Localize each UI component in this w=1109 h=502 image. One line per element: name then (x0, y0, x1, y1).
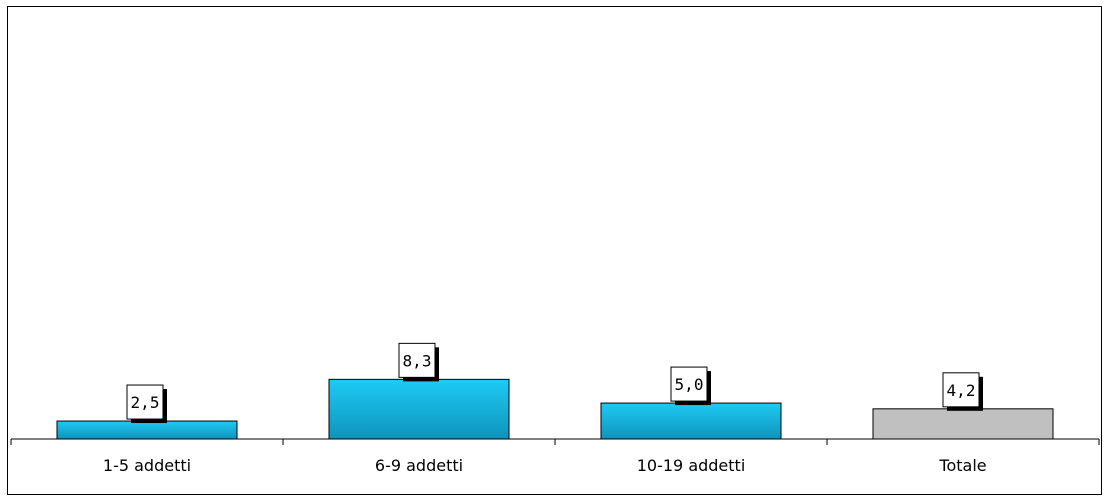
data-label: 8,3 (403, 351, 432, 370)
data-label-box (398, 342, 436, 378)
data-labels: 2,5 8,3 5,0 4,2 (126, 342, 983, 424)
data-label-box (126, 384, 164, 420)
data-label: 4,2 (947, 381, 976, 400)
data-label-box (670, 366, 708, 402)
data-label: 2,5 (131, 393, 160, 412)
bar-2 (328, 378, 510, 440)
x-tick-label: 6-9 addetti (375, 456, 463, 475)
x-axis (10, 438, 1100, 445)
chart-frame: 2,5 8,3 5,0 4,2 1-5 addetti 6-9 addetti 10-19… (7, 6, 1102, 495)
data-label-box (942, 372, 980, 408)
x-tick-label: 1-5 addetti (103, 456, 191, 475)
bar-chart: 2,5 8,3 5,0 4,2 1-5 addetti 6-9 addetti 10-19… (10, 342, 1100, 475)
x-tick-labels: 1-5 addetti 6-9 addetti 10-19 addetti Total… (103, 456, 987, 475)
bar-4 (872, 408, 1054, 440)
x-tick-label: 10-19 addetti (637, 456, 746, 475)
bars (56, 378, 1054, 440)
x-tick-label: Totale (938, 456, 986, 475)
bar-1 (56, 420, 238, 440)
data-label: 5,0 (675, 375, 704, 394)
bar-3 (600, 402, 782, 440)
